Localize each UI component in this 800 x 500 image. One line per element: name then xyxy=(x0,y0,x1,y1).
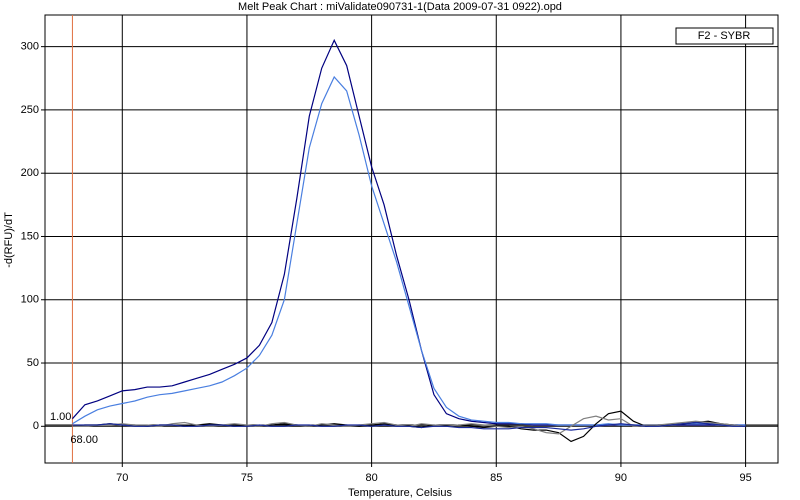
y-tick-label: 150 xyxy=(21,230,39,242)
y-tick-label: 100 xyxy=(21,294,39,306)
legend-label: F2 - SYBR xyxy=(698,30,751,42)
start-label: 68.00 xyxy=(70,434,98,446)
y-tick-label: 200 xyxy=(21,167,39,179)
series-line xyxy=(72,421,746,431)
y-tick-label: 250 xyxy=(21,104,39,116)
y-tick-label: 300 xyxy=(21,41,39,53)
plot-area xyxy=(44,14,779,464)
x-tick-label: 80 xyxy=(365,472,377,484)
y-tick-label: 0 xyxy=(33,420,39,432)
chart-title: Melt Peak Chart : miValidate090731-1(Dat… xyxy=(238,1,562,13)
x-tick-label: 75 xyxy=(241,472,253,484)
x-tick-label: 95 xyxy=(739,472,751,484)
x-axis-label: Temperature, Celsius xyxy=(348,487,452,499)
y-axis-label: -d(RFU)/dT xyxy=(3,212,15,268)
x-tick-label: 85 xyxy=(490,472,502,484)
y-tick-label: 50 xyxy=(27,357,39,369)
threshold-label: 1.00 xyxy=(50,411,71,423)
x-tick-label: 70 xyxy=(116,472,128,484)
legend-box xyxy=(675,27,774,45)
x-tick-label: 90 xyxy=(615,472,627,484)
